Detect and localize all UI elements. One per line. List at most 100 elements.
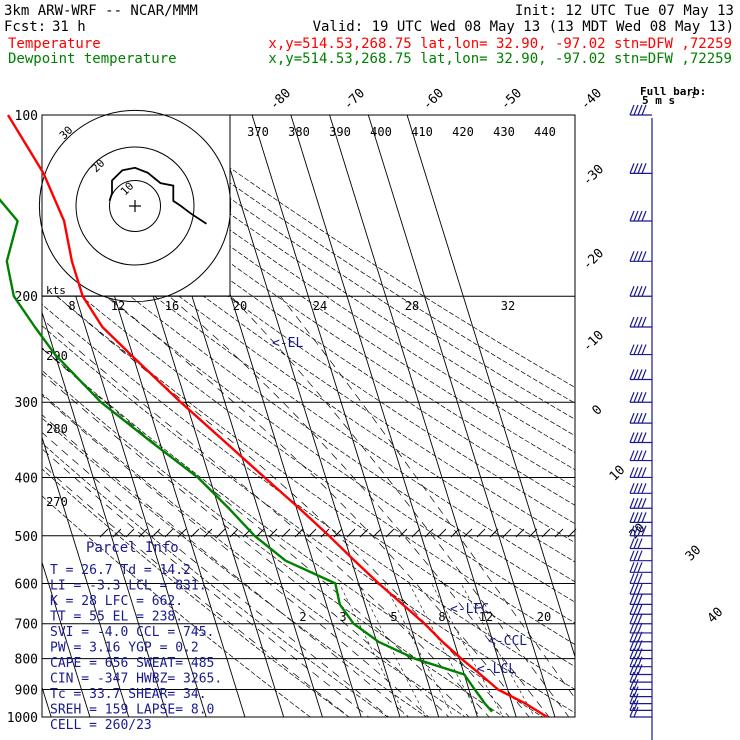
wind-barb (629, 562, 652, 573)
barb-flag (633, 671, 639, 683)
isobar-tick (333, 528, 343, 538)
barb-flag (633, 679, 639, 690)
dry-adiabat (42, 303, 575, 690)
barb-flag (637, 525, 643, 537)
barb-flag (641, 392, 647, 403)
barb-flag (633, 316, 639, 328)
moist-adiabat (42, 394, 430, 717)
theta-label: 390 (329, 125, 351, 139)
barb-flag (629, 700, 635, 711)
dry-adiabat (42, 152, 575, 525)
barb-flag (629, 538, 635, 549)
barb-flag (633, 706, 639, 718)
isobar-tick (489, 528, 499, 538)
mixing-ratio-line (384, 583, 454, 717)
mixing-ratio-label: 12 (479, 610, 493, 624)
barb-flag (637, 450, 643, 461)
hodograph-trace (108, 166, 207, 225)
barb-flag (633, 622, 639, 634)
theta-left-label: 280 (46, 422, 68, 436)
barb-flag (629, 210, 635, 222)
barb-flag (637, 467, 643, 478)
dry-adiabat (42, 224, 575, 603)
barb-flag (641, 344, 647, 355)
isobar-tick (541, 528, 551, 538)
isobar-tick (268, 528, 278, 538)
wind-barb (629, 251, 652, 262)
wind-barb (629, 573, 652, 585)
parcel-info-row: CIN = -347 HWBZ= 3265. (50, 672, 222, 687)
wind-barb (629, 686, 652, 698)
moist-adiabat (42, 414, 410, 717)
theta-e-label: 12 (111, 299, 125, 313)
dry-adiabat (42, 243, 575, 624)
barb-legend-line1: Full barb: (640, 85, 706, 98)
barb-flag (641, 163, 647, 174)
hodograph-ring (75, 146, 195, 266)
barb-flag (637, 512, 643, 523)
mixing-ratio-label: 5 (390, 610, 397, 624)
theta-left-label: 270 (46, 495, 68, 509)
barb-flag (637, 483, 643, 494)
barb-flag (629, 163, 635, 174)
barb-flag (637, 285, 643, 297)
theta-e-label: 28 (405, 299, 419, 313)
isobar-tick (372, 528, 382, 538)
barb-flag (641, 210, 647, 222)
moist-adiabat (280, 295, 575, 699)
mixing-ratio-label: 3 (339, 610, 346, 624)
barb-flag (633, 498, 639, 509)
barb-flag (629, 693, 635, 704)
grid-lines (42, 115, 575, 717)
forecast-label: Fcst: (4, 19, 46, 35)
isobar-tick (138, 528, 148, 538)
barb-flag (629, 679, 635, 690)
isotherm-label: 10 (607, 463, 629, 485)
barb-flag (629, 562, 635, 573)
isotherm (251, 115, 440, 717)
barb-flag (637, 392, 643, 403)
barb-flag (633, 392, 639, 403)
dewpoint-profile (0, 198, 493, 713)
barb-legend-exponent: -1 (686, 91, 696, 100)
barb-flag (633, 686, 639, 697)
isobar-tick (125, 528, 135, 538)
ccl-marker: <-CCL (488, 634, 527, 649)
wind-barb (629, 432, 652, 444)
moist-adiabat (42, 373, 450, 717)
dry-adiabat (42, 468, 350, 717)
isobar-tick (567, 528, 577, 538)
theta-e-label: 8 (68, 299, 75, 313)
barb-flag (641, 251, 647, 262)
hodograph-ring (109, 180, 161, 232)
barb-flag (633, 525, 639, 537)
isobar-tick (203, 528, 213, 538)
barb-flag (629, 285, 635, 297)
barb-flag (629, 512, 635, 523)
moist-adiabat (42, 448, 370, 717)
mixing-ratio-label: 8 (438, 610, 445, 624)
isotherm (212, 115, 401, 717)
pressure-tick-label: 900 (15, 683, 38, 698)
moist-adiabat (56, 295, 510, 717)
wind-barb (629, 700, 652, 711)
theta-e-label: 32 (501, 299, 515, 313)
parcel-info-row: K = 28 LFC = 662. (50, 594, 183, 609)
isobar-tick (411, 528, 421, 538)
theta-label: 410 (411, 125, 433, 139)
moist-adiabat (42, 432, 390, 717)
isotherm (290, 115, 478, 717)
pressure-tick-label: 800 (15, 653, 38, 668)
dry-adiabat (42, 417, 428, 717)
isobar-tick (99, 528, 109, 538)
parcel-info-title: Parcel Info (86, 540, 179, 556)
isobar-tick (424, 528, 434, 538)
dry-adiabat (42, 187, 575, 563)
parcel-info-panel: Parcel Info T = 26.7 Td = 14.2LI = -3.3 … (50, 540, 222, 733)
hodograph-units: kts (46, 284, 66, 297)
model-title: 3km ARW-WRF -- NCAR/MMM (4, 3, 198, 19)
parcel-info-row: T = 26.7 Td = 14.2 (50, 563, 191, 578)
barb-flag (637, 104, 643, 116)
barb-flag (629, 622, 635, 634)
